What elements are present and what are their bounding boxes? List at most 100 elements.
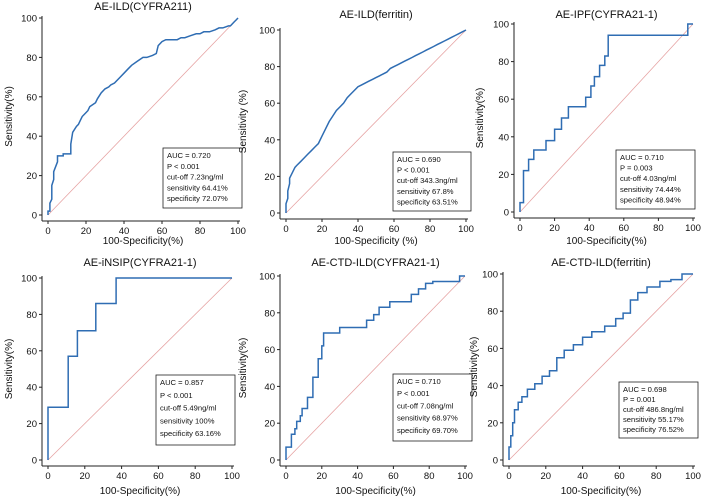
x-tick-label: 20 (81, 226, 92, 237)
x-tick-label: 100 (457, 471, 473, 482)
annotation-line: AUC = 0.698 (623, 385, 667, 394)
y-tick-label: 20 (26, 419, 37, 430)
annotation-line: cut-off 5.49ng/ml (160, 404, 217, 413)
y-tick-label: 100 (21, 274, 37, 285)
y-tick-label: 100 (21, 14, 37, 25)
annotation-line: specificity 69.70% (397, 426, 458, 435)
x-axis-label: 100-Specificity(%) (100, 486, 181, 497)
annotation-line: P < 0.001 (167, 162, 200, 171)
annotation-line: P = 0.001 (623, 395, 656, 404)
annotation-box (162, 147, 243, 209)
x-axis-label: 100-Specificity(%) (103, 236, 184, 247)
roc-curve-line (47, 277, 232, 460)
annotation-line: sensitivity 100% (160, 416, 215, 425)
annotation-line: cut-off 7.23ng/ml (167, 173, 224, 182)
y-axis-label: Sensitivity(%) (475, 88, 486, 149)
reference-diagonal (519, 23, 694, 213)
y-tick-label: 40 (264, 135, 275, 146)
annotation-line: AUC = 0.710 (397, 377, 441, 386)
y-tick-label: 40 (26, 132, 37, 143)
x-tick-label: 20 (317, 471, 328, 482)
y-axis-label: Sensitivity(%) (469, 337, 480, 398)
annotation-line: cut-off 486.8ng/ml (623, 405, 684, 414)
y-tick-label: 80 (264, 62, 275, 73)
reference-diagonal (508, 273, 694, 461)
annotation-line: specificity 63.16% (160, 429, 221, 438)
y-tick-label: 80 (498, 57, 509, 68)
x-tick-label: 40 (116, 471, 127, 482)
reference-diagonal (285, 29, 467, 214)
reference-diagonal (285, 275, 466, 461)
x-tick-label: 20 (541, 471, 552, 482)
reference-diagonal (47, 17, 239, 216)
y-tick-label: 80 (264, 308, 275, 319)
y-tick-label: 20 (264, 172, 275, 183)
annotation-line: cut-off 343.3ng/ml (397, 176, 458, 185)
x-tick-label: 20 (317, 224, 328, 235)
chart-panel-3: AE-IPF(CYFRA21-1) 0 20 40 60 80 100 0 20 40 60 80 10… (475, 9, 701, 247)
y-axis-label: Sensitivity(%) (4, 339, 15, 400)
x-tick-label: 40 (352, 471, 363, 482)
x-tick-label: 80 (424, 471, 435, 482)
y-tick-label: 60 (26, 346, 37, 357)
annotation-box (392, 373, 473, 442)
annotation-line: P < 0.001 (397, 389, 430, 398)
x-tick-label: 40 (577, 471, 588, 482)
x-tick-label: 60 (614, 471, 625, 482)
y-tick-label: 20 (487, 418, 498, 429)
y-tick-label: 40 (498, 132, 509, 143)
y-tick-label: 20 (498, 170, 509, 181)
roc-curve-line (519, 23, 693, 212)
x-tick-label: 40 (119, 226, 130, 237)
annotation-line: AUC = 0.857 (160, 378, 204, 387)
chart-panel-2: AE-ILD(ferritin) 0 20 40 60 80 100 0 20 40 60 80 100… (238, 9, 474, 247)
x-axis-label: 100-Specificity(%) (335, 486, 416, 497)
x-tick-label: 40 (353, 224, 364, 235)
y-tick-label: 80 (26, 53, 37, 64)
x-tick-label: 80 (195, 226, 206, 237)
x-tick-label: 0 (45, 226, 50, 237)
annotation-line: P < 0.001 (160, 391, 193, 400)
x-tick-label: 20 (80, 471, 91, 482)
annotation-box (615, 149, 696, 210)
x-tick-label: 60 (388, 471, 399, 482)
x-tick-label: 60 (389, 224, 400, 235)
y-tick-label: 100 (482, 270, 498, 281)
x-tick-label: 100 (458, 224, 474, 235)
y-tick-label: 20 (264, 419, 275, 430)
x-tick-label: 100 (685, 471, 701, 482)
x-tick-label: 100 (224, 471, 240, 482)
x-axis-label: 100-Specificity(%) (566, 236, 647, 247)
annotation-line: sensitivity 67.8% (397, 187, 454, 196)
x-tick-label: 0 (506, 471, 511, 482)
y-tick-label: 60 (26, 92, 37, 103)
annotation-line: sensitivity 55.17% (623, 415, 684, 424)
chart-panel-4: AE-iNSIP(CYFRA21-1) 0 20 40 60 80 100 0 20 40 60 80… (4, 257, 240, 497)
chart-title: AE-CTD-ILD(CYFRA21-1) (311, 257, 439, 269)
y-tick-label: 40 (26, 383, 37, 394)
y-axis-label: Sensitivity(%) (4, 86, 15, 147)
y-tick-label: 60 (264, 345, 275, 356)
chart-panel-1: AE-ILD(CYFRA211) 0 20 40 60 80 100 0 20 40 60 80 100… (4, 1, 246, 247)
reference-diagonal (47, 277, 233, 461)
x-tick-label: 80 (425, 224, 436, 235)
annotation-line: specificity 76.52% (623, 425, 684, 434)
annotation-line: specificity 72.07% (167, 194, 228, 203)
x-tick-label: 60 (153, 471, 164, 482)
roc-curve-line (285, 275, 465, 460)
chart-title: AE-IPF(CYFRA21-1) (555, 9, 657, 21)
annotation-line: AUC = 0.720 (167, 151, 211, 160)
x-tick-label: 80 (653, 223, 664, 234)
annotation-line: sensitivity 74.44% (620, 185, 681, 194)
x-tick-label: 100 (685, 223, 701, 234)
annotation-line: AUC = 0.710 (620, 153, 664, 162)
x-tick-label: 0 (283, 224, 288, 235)
annotation-line: AUC = 0.690 (397, 155, 441, 164)
x-tick-label: 20 (549, 223, 560, 234)
y-tick-label: 100 (259, 26, 275, 37)
annotation-line: cut-off 4.03ng/ml (620, 174, 677, 183)
x-tick-label: 0 (283, 471, 288, 482)
annotation-line: sensitivity 64.41% (167, 183, 228, 192)
x-axis-label: 100-Specificity(%) (561, 486, 642, 497)
y-tick-label: 80 (487, 307, 498, 318)
